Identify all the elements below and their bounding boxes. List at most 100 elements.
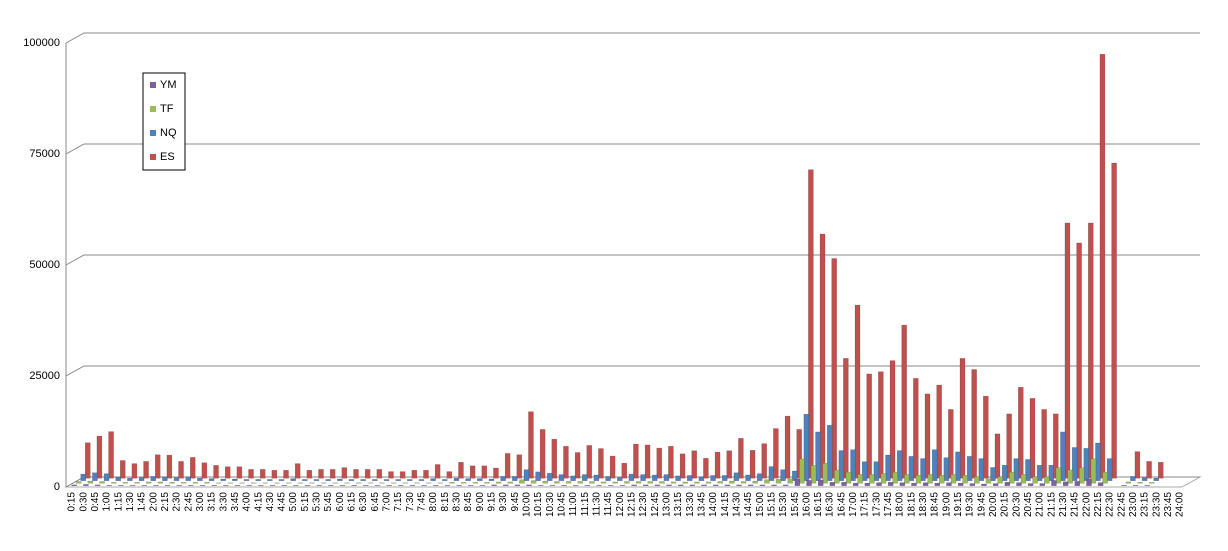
bar (785, 416, 790, 478)
bar (722, 475, 727, 480)
bar (795, 479, 800, 486)
bar (727, 451, 732, 479)
x-tick-label: 15:30 (778, 492, 789, 517)
bar (158, 482, 163, 483)
x-tick-label: 4:30 (265, 492, 276, 512)
bar (776, 479, 781, 483)
bar (676, 476, 681, 481)
y-tick-label: 100000 (23, 37, 60, 49)
bar (748, 485, 753, 486)
bar (818, 480, 823, 486)
bar (617, 478, 622, 481)
bar (687, 475, 692, 480)
x-tick-label: 5:45 (323, 492, 334, 512)
x-tick-label: 6:15 (347, 492, 358, 512)
bar (715, 452, 720, 478)
x-tick-label: 3:00 (195, 492, 206, 512)
bar (694, 482, 699, 483)
bar (993, 484, 998, 486)
bar (1088, 223, 1093, 478)
bar (636, 481, 641, 483)
bar (582, 475, 587, 481)
bar (904, 474, 909, 483)
bar (746, 475, 751, 481)
bar (72, 485, 77, 486)
bar (963, 475, 968, 483)
bar (109, 432, 114, 479)
bar (974, 477, 979, 484)
bar (935, 483, 940, 486)
bar (738, 438, 743, 478)
bar (750, 450, 755, 478)
bar (524, 470, 529, 481)
x-tick-label: 21:45 (1070, 492, 1081, 517)
x-tick-label: 11:30 (591, 492, 602, 517)
bar (493, 468, 498, 478)
x-tick-label: 7:30 (405, 492, 416, 512)
bar (307, 470, 312, 478)
bar (877, 483, 882, 486)
bar (419, 479, 424, 480)
x-tick-label: 16:15 (813, 492, 824, 517)
bar (893, 472, 898, 483)
bar (484, 482, 489, 483)
bar (256, 479, 261, 480)
bar (958, 483, 963, 486)
x-tick-label: 14:15 (720, 492, 731, 517)
x-tick-label: 15:45 (790, 492, 801, 517)
bar (970, 484, 975, 486)
x-tick-label: 21:00 (1035, 492, 1046, 517)
bar (769, 467, 774, 481)
x-tick-label: 20:45 (1023, 492, 1034, 517)
bar (1051, 480, 1056, 485)
x-tick-label: 9:30 (498, 492, 509, 512)
bar (869, 474, 874, 483)
bar (473, 482, 478, 483)
bar (540, 429, 545, 478)
x-tick-label: 3:15 (207, 492, 218, 512)
bar (83, 484, 88, 485)
bar (1033, 477, 1038, 484)
bar (81, 474, 86, 481)
bar (729, 481, 734, 483)
x-tick-label: 23:00 (1128, 492, 1139, 517)
x-tick-label: 13:30 (685, 492, 696, 517)
bar (1100, 54, 1105, 478)
bar (757, 474, 762, 481)
bar (365, 469, 370, 478)
x-tick-label: 4:45 (277, 492, 288, 512)
x-tick-label: 3:45 (230, 492, 241, 512)
x-tick-label: 1:45 (137, 492, 148, 512)
bar (667, 485, 672, 486)
x-tick-label: 19:45 (976, 492, 987, 517)
x-tick-label: 8:15 (440, 492, 451, 512)
x-tick-label: 10:30 (545, 492, 556, 517)
x-tick-label: 12:00 (615, 492, 626, 517)
x-tick-label: 4:15 (253, 492, 264, 512)
bar (496, 482, 501, 483)
bar (559, 475, 564, 481)
bar (858, 474, 863, 483)
bar (314, 479, 319, 480)
bar (97, 436, 102, 478)
bar (951, 474, 956, 483)
bar (174, 478, 179, 481)
bar (1158, 462, 1163, 478)
x-tick-label: 0:45 (90, 492, 101, 512)
bar (1135, 452, 1140, 479)
bar (531, 481, 536, 484)
bar (622, 463, 627, 478)
bar (664, 475, 669, 481)
x-tick-label: 8:45 (463, 492, 474, 512)
x-tick-label: 9:45 (510, 492, 521, 512)
bar (209, 479, 214, 481)
bar (657, 448, 662, 478)
bar (349, 479, 354, 480)
bar (517, 455, 522, 479)
bar (100, 481, 105, 483)
bar (1112, 163, 1117, 478)
bar (578, 481, 583, 483)
bar (566, 481, 571, 483)
y-tick-label: 25000 (29, 370, 60, 382)
bar (711, 475, 716, 480)
